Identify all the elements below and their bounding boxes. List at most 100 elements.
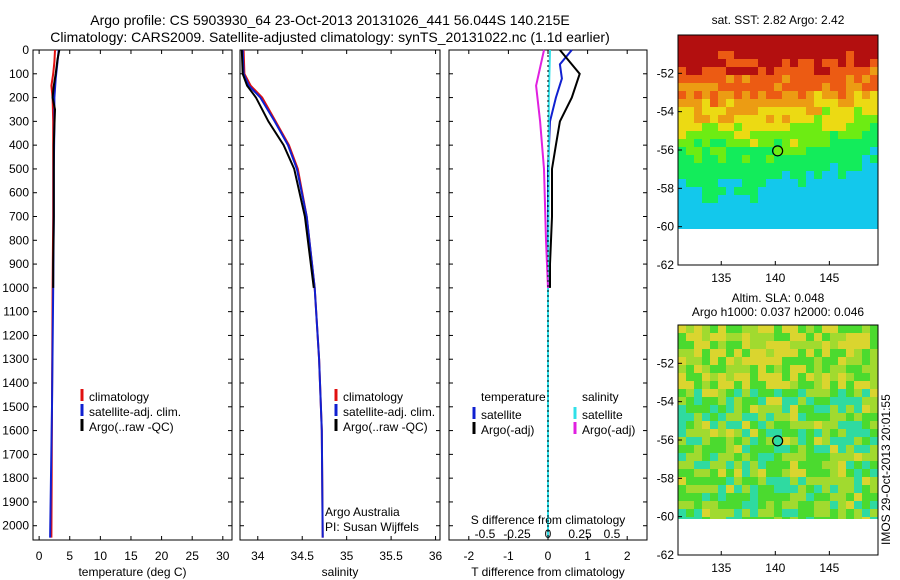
- sla-map-pixel: [710, 501, 718, 509]
- sst-map-pixel: [678, 155, 686, 163]
- sst-map-pixel: [806, 195, 814, 203]
- sst-map-pixel: [742, 171, 750, 179]
- sst-map-pixel: [718, 131, 726, 139]
- sst-map-title: sat. SST: 2.82 Argo: 2.42: [712, 13, 845, 27]
- sla-map-pixel: [790, 477, 798, 485]
- sst-map-pixel: [726, 83, 734, 91]
- sst-map-pixel: [846, 131, 854, 139]
- sst-map-pixel: [790, 59, 798, 67]
- sla-map-pixel: [870, 445, 878, 453]
- sst-map-pixel: [782, 203, 790, 211]
- sla-map-pixel: [758, 437, 766, 445]
- sla-map-pixel: [790, 485, 798, 493]
- sla-map-pixel: [806, 477, 814, 485]
- sla-map-ytick-label: -52: [657, 356, 675, 370]
- sla-map-pixel: [838, 413, 846, 421]
- sst-map-pixel: [838, 179, 846, 187]
- sst-map-pixel: [710, 91, 718, 99]
- sst-map-pixel: [686, 75, 694, 83]
- sst-map-pixel: [686, 51, 694, 59]
- sst-map-pixel: [774, 115, 782, 123]
- sst-map-pixel: [750, 147, 758, 155]
- sla-map-pixel: [854, 429, 862, 437]
- sst-map-pixel: [694, 51, 702, 59]
- sst-map-pixel: [822, 35, 830, 43]
- sst-map-pixel: [870, 139, 878, 147]
- sst-map-pixel: [830, 147, 838, 155]
- sla-map-pixel: [814, 325, 822, 333]
- sla-map-pixel: [694, 381, 702, 389]
- temperature-series-argo: [51, 49, 61, 288]
- sla-map-pixel: [790, 389, 798, 397]
- sst-map-pixel: [678, 139, 686, 147]
- sla-map-pixel: [750, 469, 758, 477]
- sst-map-pixel: [758, 99, 766, 107]
- sst-map-pixel: [686, 163, 694, 171]
- sst-map-pixel: [822, 195, 830, 203]
- sla-map-pixel: [742, 477, 750, 485]
- sla-map-pixel: [694, 405, 702, 413]
- sst-map-pixel: [838, 219, 846, 227]
- sla-map-pixel: [782, 509, 790, 517]
- sla-map-pixel: [718, 445, 726, 453]
- sst-map-image: [678, 35, 878, 229]
- sla-map-pixel: [814, 357, 822, 365]
- sst-map-pixel: [782, 147, 790, 155]
- sst-map-pixel: [862, 123, 870, 131]
- sst-map-pixel: [862, 139, 870, 147]
- sla-map-pixel: [726, 373, 734, 381]
- sst-map-pixel: [854, 131, 862, 139]
- sla-map-pixel: [734, 469, 742, 477]
- sla-map-pixel: [742, 349, 750, 357]
- sst-map-pixel: [726, 67, 734, 75]
- sst-map-pixel: [822, 179, 830, 187]
- sla-map-pixel: [806, 469, 814, 477]
- sst-map-pixel: [782, 91, 790, 99]
- sla-map-pixel: [726, 381, 734, 389]
- sst-map-pixel: [710, 147, 718, 155]
- sst-map-pixel: [838, 115, 846, 123]
- sla-map-pixel: [846, 389, 854, 397]
- sla-map-pixel: [838, 373, 846, 381]
- sst-map-pixel: [726, 107, 734, 115]
- sst-map-pixel: [742, 155, 750, 163]
- diff-s-tick-label: -0.5: [475, 527, 496, 541]
- sla-map-pixel: [846, 405, 854, 413]
- sla-map-pixel: [758, 469, 766, 477]
- sla-map-pixel: [838, 381, 846, 389]
- sla-map-pixel: [678, 405, 686, 413]
- sla-map-pixel: [702, 373, 710, 381]
- sst-map-pixel: [870, 67, 878, 75]
- sst-map-pixel: [830, 155, 838, 163]
- sst-map-pixel: [750, 195, 758, 203]
- sst-map-pixel: [694, 171, 702, 179]
- sla-map-pixel: [774, 373, 782, 381]
- sst-map-pixel: [686, 203, 694, 211]
- sst-map-pixel: [774, 227, 782, 229]
- sst-map-pixel: [718, 179, 726, 187]
- sst-map-pixel: [766, 107, 774, 115]
- sla-map-argo-marker: [772, 435, 784, 447]
- sst-map-pixel: [718, 155, 726, 163]
- sla-map-pixel: [766, 501, 774, 509]
- sla-map-pixel: [798, 485, 806, 493]
- sst-map-pixel: [814, 91, 822, 99]
- sla-map-pixel: [710, 429, 718, 437]
- sst-map-pixel: [766, 83, 774, 91]
- sla-map-pixel: [726, 469, 734, 477]
- sla-map-pixel: [734, 373, 742, 381]
- sst-map-pixel: [742, 139, 750, 147]
- sst-map-pixel: [822, 115, 830, 123]
- sla-map-pixel: [750, 501, 758, 509]
- sst-map-pixel: [766, 131, 774, 139]
- sst-map-pixel: [774, 83, 782, 91]
- sst-map-pixel: [710, 115, 718, 123]
- sst-map-pixel: [862, 43, 870, 51]
- sla-map-pixel: [870, 333, 878, 341]
- sst-map-pixel: [782, 99, 790, 107]
- sst-map-pixel: [710, 107, 718, 115]
- sst-map-pixel: [718, 83, 726, 91]
- sla-map-pixel: [758, 381, 766, 389]
- sst-map-pixel: [862, 211, 870, 219]
- sst-map-pixel: [854, 187, 862, 195]
